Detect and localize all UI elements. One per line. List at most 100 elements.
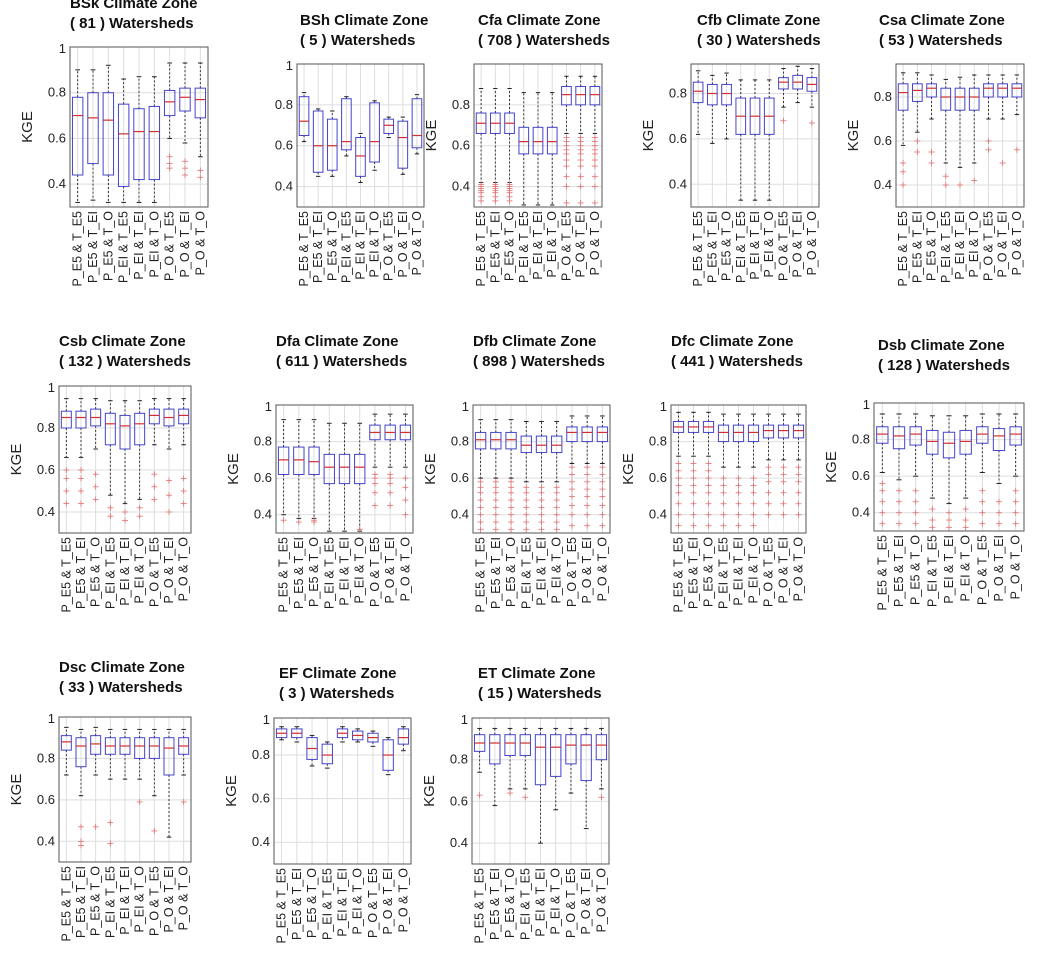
outlier-point [946, 517, 952, 524]
box-iqr [976, 426, 989, 444]
y-tick-label: 0.4 [669, 176, 687, 191]
box-p-o-t-o [792, 413, 805, 518]
outlier-point [896, 509, 902, 516]
outlier-point [979, 520, 986, 527]
box-p-o-t-e5 [383, 116, 395, 139]
outlier-point [946, 524, 952, 531]
category-label: P_EI & T_E5 [717, 537, 731, 609]
outlier-point [507, 790, 514, 797]
outlier-point [151, 496, 158, 503]
y-tick-label: 1 [286, 58, 293, 73]
box-iqr [312, 110, 324, 173]
outlier-point [705, 460, 712, 467]
box-iqr [581, 426, 593, 443]
category-label: P_O & T_O [177, 537, 191, 602]
outlier-point [957, 182, 963, 188]
category-label: P_EI & T_E5 [939, 211, 953, 283]
outlier-point [563, 199, 570, 206]
outlier-point [523, 497, 530, 504]
box-p-ei-t-e5 [323, 422, 335, 532]
outlier-point [136, 513, 143, 520]
y-tick-label: 0.4 [37, 504, 55, 519]
outlier-point [912, 487, 919, 494]
panel-title-zone: Dsc Climate Zone [59, 659, 185, 676]
outlier-point [568, 471, 575, 478]
box-p-o-t-o [1011, 74, 1023, 153]
category-label: P_EI & T_O [545, 211, 559, 278]
box-iqr [354, 453, 366, 485]
category-label: P_O & T_O [398, 537, 412, 602]
box-p-ei-t-o [959, 415, 972, 531]
category-label: P_E5 & T_EI [292, 537, 306, 609]
outlier-point [402, 475, 409, 482]
outlier-point [63, 467, 70, 473]
outlier-point [690, 482, 697, 489]
box-iqr [369, 102, 380, 163]
panel-title-watersheds: ( 53 ) Watersheds [879, 32, 1003, 49]
outlier-point [577, 163, 584, 170]
panel-title-watersheds: ( 132 ) Watersheds [59, 353, 191, 370]
y-tick-label: 0.6 [669, 131, 687, 146]
outlier-point [598, 794, 605, 801]
outlier-point [371, 489, 378, 496]
outlier-point [599, 493, 606, 500]
category-label: P_EI & T_EI [748, 211, 762, 280]
outlier-point [900, 182, 907, 188]
outlier-point [765, 500, 772, 507]
outlier-point [568, 493, 575, 500]
box-p-e5-t-o [702, 411, 715, 529]
outlier-point [735, 489, 742, 496]
box-p-e5-t-e5 [876, 413, 889, 527]
outlier-point [523, 489, 530, 496]
y-tick-label: 1 [48, 380, 55, 395]
box-p-o-t-o [589, 75, 601, 206]
outlier-point [795, 471, 802, 478]
outlier-point [690, 522, 697, 529]
box-p-ei-t-o [763, 79, 775, 201]
y-tick-label: 1 [48, 711, 55, 726]
outlier-point [477, 478, 484, 485]
box-p-ei-t-e5 [940, 78, 952, 188]
panel-title-watersheds: ( 5 ) Watersheds [300, 32, 415, 49]
panel-title-zone: Csb Climate Zone [59, 333, 186, 350]
box-iqr [102, 92, 115, 176]
category-label: P_E5 & T_EI [86, 211, 100, 283]
outlier-point [996, 520, 1002, 527]
box-p-o-t-o [806, 68, 818, 127]
outlier-point [750, 475, 757, 482]
outlier-point [78, 488, 84, 494]
outlier-point [690, 489, 697, 496]
box-iqr [706, 83, 718, 106]
outlier-point [553, 489, 560, 496]
box-iqr [897, 83, 909, 111]
y-tick-label: 0.4 [275, 179, 293, 194]
panel-dfc: 0.4 0.6 0.8 1 KGE P_E5 & T_E5 P_E5 & T_EI P_E5 … [620, 333, 807, 613]
box-iqr [194, 87, 207, 119]
box-p-o-t-o [411, 94, 423, 155]
category-label: P_E5 & T_O [305, 868, 319, 938]
category-label: P_O & T_O [595, 537, 609, 602]
category-label: P_E5 & T_E5 [277, 537, 291, 613]
category-label: P_EI & T_EI [732, 537, 746, 606]
outlier-point [78, 467, 84, 473]
y-tick-label: 0.6 [252, 791, 270, 806]
box-p-o-t-e5 [762, 413, 775, 518]
outlier-point [591, 134, 598, 141]
box-iqr [148, 105, 161, 181]
category-label: P_E5 & T_O [325, 211, 339, 281]
box-iqr [551, 435, 563, 454]
box-iqr [308, 446, 320, 475]
outlier-point [506, 181, 513, 188]
category-label: P_O & T_EI [992, 535, 1006, 601]
outlier-point [765, 478, 772, 485]
outlier-point [675, 522, 682, 529]
plot-frame [895, 63, 1025, 208]
box-p-o-t-o [1009, 413, 1022, 527]
y-tick-label: 0.6 [254, 470, 272, 485]
outlier-point [492, 181, 499, 188]
box-p-e5-t-o [90, 398, 102, 503]
category-label: P_E5 & T_O [720, 211, 734, 281]
y-axis-label: KGE [422, 453, 439, 485]
category-label: P_O & T_E5 [382, 211, 396, 281]
outlier-point [675, 460, 682, 467]
